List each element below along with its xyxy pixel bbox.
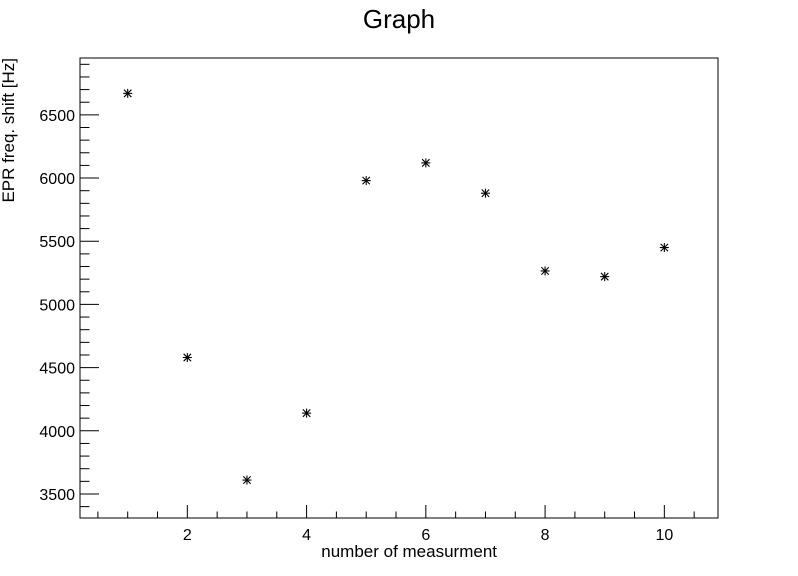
x-tick-label: 6 [421, 527, 430, 544]
x-tick-label: 10 [655, 527, 673, 544]
data-point [302, 408, 312, 418]
y-tick-label: 6500 [39, 108, 75, 125]
star-marker-stroke [302, 409, 311, 418]
y-axis-label: EPR freq. shift [Hz] [0, 58, 18, 203]
data-point [480, 188, 490, 198]
x-tick-label: 2 [183, 527, 192, 544]
data-point [659, 243, 669, 253]
x-tick-label: 4 [302, 527, 311, 544]
y-tick-label: 3500 [39, 487, 75, 504]
star-marker-stroke [362, 176, 371, 185]
data-point [421, 158, 431, 168]
data-point [182, 353, 192, 363]
x-axis-label: number of measurment [321, 542, 497, 561]
data-point [123, 88, 133, 98]
x-tick-label: 8 [541, 527, 550, 544]
y-tick-label: 5000 [39, 297, 75, 314]
y-tick-label: 6000 [39, 171, 75, 188]
chart-title: Graph [363, 4, 435, 34]
data-point [540, 266, 550, 276]
data-point [361, 176, 371, 186]
y-tick-label: 4000 [39, 424, 75, 441]
star-marker-stroke [421, 158, 430, 167]
star-marker-stroke [660, 243, 669, 252]
y-tick-label: 4500 [39, 361, 75, 378]
axis-tick-labels: 2 4 6 8 10 3500 4000 4500 5000 5500 6000 6500 [39, 108, 673, 544]
star-marker-stroke [481, 189, 490, 198]
data-points [123, 88, 669, 485]
star-marker-stroke [183, 353, 192, 362]
axis-ticks [80, 63, 695, 518]
star-marker-stroke [600, 272, 609, 281]
plot-frame [79, 57, 719, 519]
star-marker-stroke [541, 266, 550, 276]
y-tick-label: 5500 [39, 234, 75, 251]
data-point [600, 272, 610, 282]
star-marker-stroke [123, 89, 132, 98]
data-point [242, 475, 252, 485]
star-marker-stroke [242, 476, 252, 485]
